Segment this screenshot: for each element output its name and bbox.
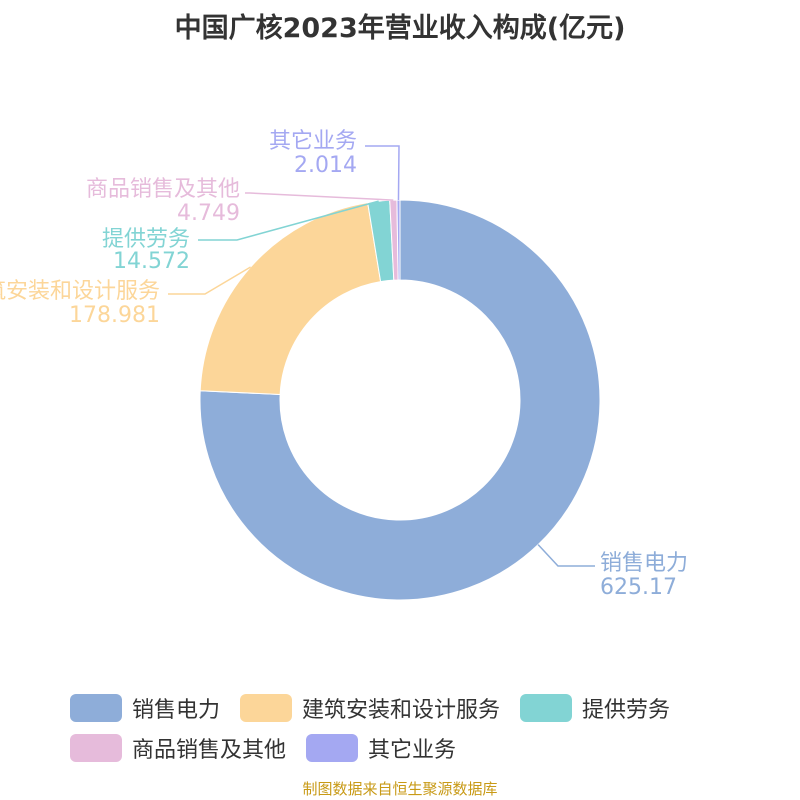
legend-label: 销售电力 bbox=[132, 698, 221, 723]
legend-label: 建筑安装和设计服务 bbox=[302, 698, 501, 723]
chart-title: 中国广核2023年营业收入构成(亿元) bbox=[174, 13, 626, 44]
leader-line-1 bbox=[168, 266, 251, 295]
legend-item-construction-design[interactable]: 建筑安装和设计服务 bbox=[240, 692, 500, 724]
legend-label: 商品销售及其他 bbox=[132, 738, 287, 763]
legend-row: 商品销售及其他 其它业务 bbox=[70, 728, 750, 768]
donut-slice-0[interactable] bbox=[199, 199, 601, 601]
slice-value-label-3: 4.749 bbox=[177, 201, 240, 226]
legend-item-goods-other[interactable]: 商品销售及其他 bbox=[70, 732, 286, 764]
legend-item-labor-services[interactable]: 提供劳务 bbox=[520, 692, 670, 724]
slice-label-4: 其它业务 bbox=[269, 129, 357, 154]
legend-item-other-business[interactable]: 其它业务 bbox=[306, 732, 456, 764]
legend: 销售电力 建筑安装和设计服务 提供劳务 商品销售及其他 其它业务 bbox=[70, 688, 750, 768]
slice-value-label-1: 178.981 bbox=[69, 303, 160, 328]
slice-label-1: 建筑安装和设计服务 bbox=[0, 279, 160, 304]
legend-swatch bbox=[70, 734, 122, 762]
slice-label-3: 商品销售及其他 bbox=[86, 177, 240, 202]
slice-value-label-0: 625.17 bbox=[600, 575, 677, 600]
legend-swatch bbox=[520, 694, 573, 722]
legend-swatch bbox=[240, 694, 293, 722]
slice-value-label-4: 2.014 bbox=[294, 153, 357, 178]
legend-label: 提供劳务 bbox=[582, 698, 671, 723]
slice-value-label-2: 14.572 bbox=[113, 249, 190, 274]
leader-line-0 bbox=[537, 544, 595, 567]
legend-label: 其它业务 bbox=[368, 738, 457, 763]
legend-item-sales-power[interactable]: 销售电力 bbox=[70, 692, 220, 724]
leader-line-3 bbox=[245, 192, 394, 201]
legend-swatch bbox=[306, 734, 359, 762]
leader-line-4 bbox=[365, 145, 400, 201]
source-note: 制图数据来自恒生聚源数据库 bbox=[302, 780, 498, 798]
legend-swatch bbox=[70, 694, 122, 722]
slice-label-0: 销售电力 bbox=[600, 551, 688, 576]
legend-row: 销售电力 建筑安装和设计服务 提供劳务 bbox=[70, 688, 750, 728]
donut-slice-1[interactable] bbox=[199, 202, 382, 395]
donut-slice-4[interactable] bbox=[396, 199, 401, 281]
leader-line-2 bbox=[198, 200, 379, 241]
slice-label-2: 提供劳务 bbox=[102, 227, 190, 252]
